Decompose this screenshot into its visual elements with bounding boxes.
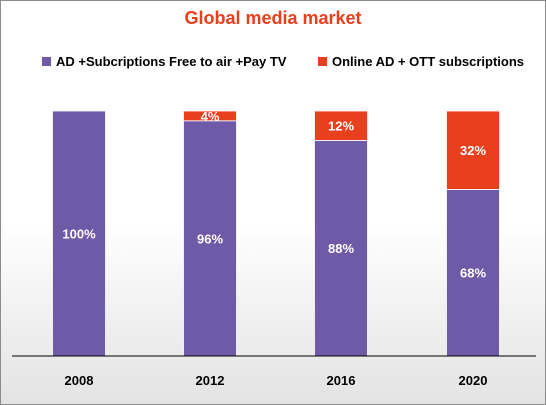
x-tick-label-2012: 2012 (196, 373, 225, 388)
legend-item-traditional: AD +Subcriptions Free to air +Pay TV (42, 54, 286, 69)
legend-swatch-traditional (42, 57, 51, 66)
data-label-traditional-2020: 68% (460, 266, 486, 281)
x-tick-label-2008: 2008 (65, 373, 94, 388)
data-label-traditional-2012: 96% (197, 231, 223, 246)
data-label-traditional-2008: 100% (62, 227, 96, 242)
bar-online-2012 (183, 110, 237, 122)
data-label-online-2020: 32% (460, 143, 486, 158)
bar-traditional-2008 (52, 110, 106, 357)
bar-online-2020 (446, 110, 500, 190)
legend-label-online: Online AD + OTT subscriptions (332, 54, 525, 69)
legend-swatch-online (318, 57, 327, 66)
bar-online-2016 (314, 110, 368, 141)
chart-title: Global media market (184, 8, 362, 28)
data-label-online-2012: 4% (201, 109, 220, 124)
data-label-traditional-2016: 88% (328, 241, 354, 256)
bar-traditional-2020 (446, 188, 500, 357)
x-tick-label-2016: 2016 (327, 373, 356, 388)
x-tick-label-2020: 2020 (459, 373, 488, 388)
bar-traditional-2012 (183, 120, 237, 357)
legend-label-traditional: AD +Subcriptions Free to air +Pay TV (56, 54, 287, 69)
data-label-online-2016: 12% (328, 119, 354, 134)
legend-item-online: Online AD + OTT subscriptions (318, 54, 524, 69)
